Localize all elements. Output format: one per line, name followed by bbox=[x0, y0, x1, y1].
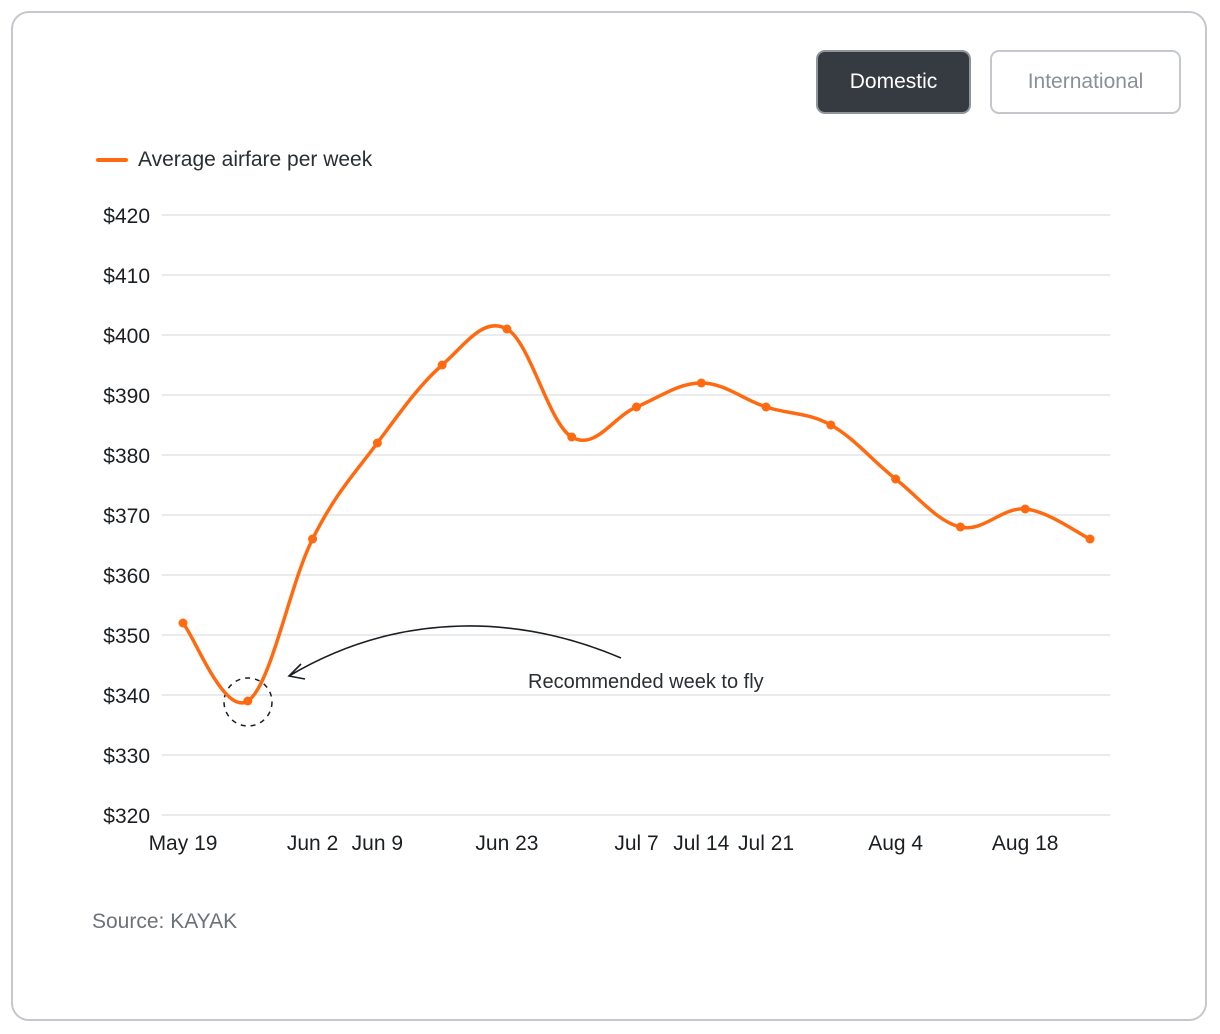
source-note: Source: KAYAK bbox=[92, 910, 238, 933]
y-tick-label: $360 bbox=[103, 565, 150, 588]
legend-line-swatch bbox=[96, 158, 128, 162]
y-tick-label: $400 bbox=[103, 325, 150, 348]
chart-card bbox=[11, 11, 1207, 1021]
y-tick-label: $420 bbox=[103, 205, 150, 228]
y-tick-label: $320 bbox=[103, 805, 150, 828]
x-tick-label: Jul 14 bbox=[673, 832, 729, 855]
data-point[interactable] bbox=[955, 522, 965, 532]
y-tick-label: $380 bbox=[103, 445, 150, 468]
x-tick-label: Jul 21 bbox=[738, 832, 794, 855]
y-tick-label: $390 bbox=[103, 385, 150, 408]
data-point[interactable] bbox=[1020, 504, 1030, 514]
data-point[interactable] bbox=[1085, 534, 1095, 544]
x-tick-label: May 19 bbox=[149, 832, 218, 855]
domestic-button[interactable]: Domestic bbox=[816, 50, 971, 114]
data-point[interactable] bbox=[826, 420, 836, 430]
x-tick-label: Jun 9 bbox=[352, 832, 403, 855]
series-line-average-airfare bbox=[181, 324, 1092, 705]
x-axis-ticks: May 19 Jun 2 Jun 9 Jun 23 Jul 7 Jul 14 Jul 21 A… bbox=[149, 832, 1059, 855]
x-tick-label: Aug 4 bbox=[868, 832, 923, 855]
y-tick-label: $370 bbox=[103, 505, 150, 528]
data-point[interactable] bbox=[243, 696, 253, 706]
x-tick-label: Jul 7 bbox=[614, 832, 658, 855]
y-tick-label: $330 bbox=[103, 745, 150, 768]
y-tick-label: $350 bbox=[103, 625, 150, 648]
legend-label: Average airfare per week bbox=[138, 148, 373, 171]
y-axis-ticks: $420 $410 $400 $390 $380 $370 $360 $350 $340 $330… bbox=[103, 205, 150, 828]
data-point[interactable] bbox=[178, 618, 188, 628]
x-tick-label: Jun 23 bbox=[475, 832, 538, 855]
international-button[interactable]: International bbox=[990, 50, 1181, 114]
series-line-layer bbox=[181, 324, 1092, 705]
data-point[interactable] bbox=[761, 402, 771, 412]
annotation-arrow bbox=[288, 625, 622, 677]
data-point[interactable] bbox=[567, 432, 577, 442]
data-point[interactable] bbox=[308, 534, 318, 544]
x-tick-label: Aug 18 bbox=[992, 832, 1059, 855]
data-point[interactable] bbox=[696, 378, 706, 388]
data-point[interactable] bbox=[437, 360, 447, 370]
data-point[interactable] bbox=[372, 438, 382, 448]
data-point[interactable] bbox=[891, 474, 901, 484]
data-point[interactable] bbox=[502, 324, 512, 334]
recommended-week-highlight bbox=[223, 677, 273, 727]
y-tick-label: $340 bbox=[103, 685, 150, 708]
data-points bbox=[178, 324, 1095, 706]
annotation-arrowhead bbox=[287, 663, 306, 680]
grid-lines bbox=[162, 214, 1110, 816]
y-tick-label: $410 bbox=[103, 265, 150, 288]
data-point[interactable] bbox=[632, 402, 641, 412]
chart-legend: Average airfare per week bbox=[96, 146, 372, 174]
x-tick-label: Jun 2 bbox=[287, 832, 338, 855]
annotation-layer: Recommended week to fly bbox=[223, 625, 764, 727]
annotation-label: Recommended week to fly bbox=[528, 671, 764, 693]
